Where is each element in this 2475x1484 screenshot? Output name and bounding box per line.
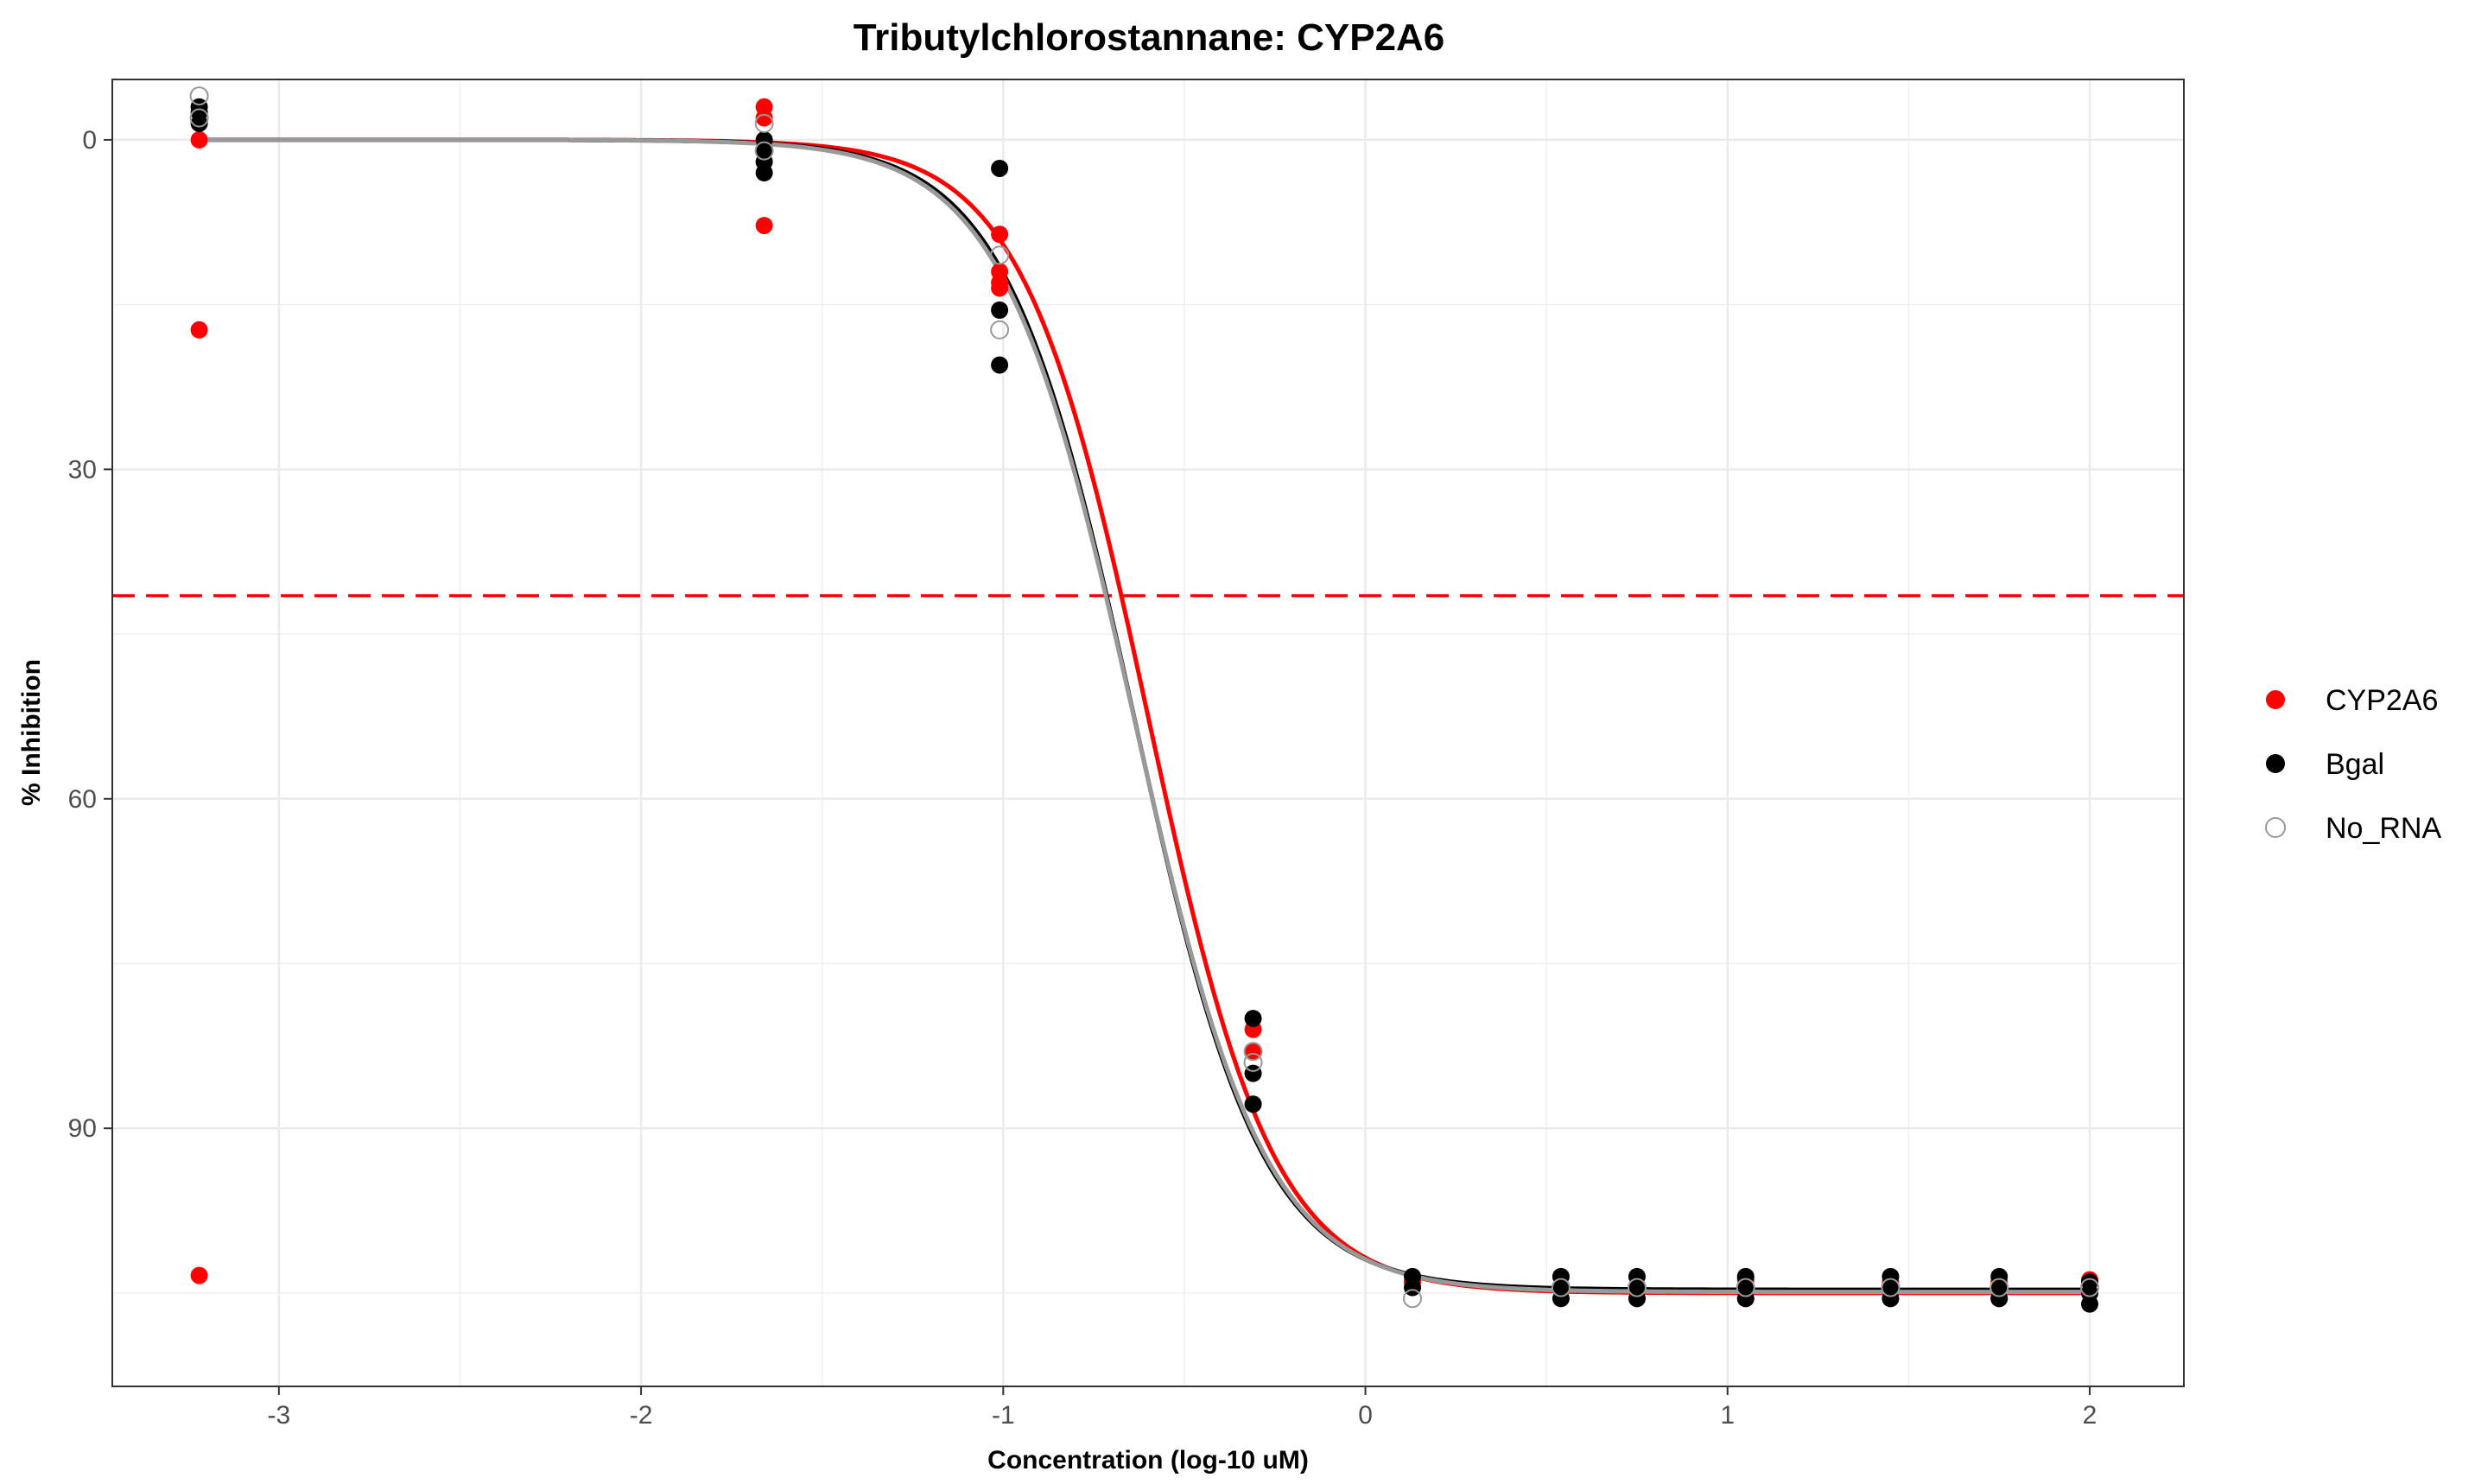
legend-key-bgal — [2266, 754, 2285, 773]
fit-curve-no_rna — [568, 137, 2090, 1295]
legend-label-bgal: Bgal — [2326, 748, 2384, 781]
x-tick-label: -1 — [992, 1401, 1015, 1430]
data-point-no_rna — [1243, 1042, 1263, 1062]
y-tick-label: 90 — [68, 1114, 97, 1143]
data-point-no_rna — [1243, 1052, 1263, 1072]
chart-title: Tributylchlorostannane: CYP2A6 — [854, 16, 1445, 59]
data-point-no_rna — [1990, 1278, 2009, 1297]
y-axis: 0 30 60 90 — [68, 126, 112, 1143]
fit-curves — [199, 137, 2090, 1296]
data-point-no_rna — [1881, 1278, 1901, 1297]
data-point-no_rna — [2080, 1278, 2099, 1297]
data-point-no_rna — [1403, 1289, 1423, 1309]
data-point-no_rna — [1736, 1278, 1755, 1297]
plot-border — [111, 79, 2185, 1387]
data-point-cyp2a6 — [190, 1266, 208, 1284]
legend-label-no_rna: No_RNA — [2326, 812, 2441, 845]
x-tick-label: 0 — [1358, 1401, 1373, 1430]
data-point-no_rna — [189, 86, 209, 106]
data-point-bgal — [1244, 1095, 1262, 1113]
x-tick-label: 2 — [2083, 1401, 2097, 1430]
data-point-bgal — [991, 356, 1009, 374]
data-point-bgal — [991, 159, 1009, 177]
legend-label-cyp2a6: CYP2A6 — [2326, 684, 2438, 717]
x-axis-title: Concentration (log-10 uM) — [987, 1446, 1309, 1474]
data-point-cyp2a6 — [190, 320, 208, 339]
y-tick-label: 30 — [68, 455, 97, 484]
grid-major — [112, 79, 2184, 1386]
data-point-bgal — [991, 301, 1009, 319]
data-point-cyp2a6 — [755, 109, 773, 127]
y-tick-label: 0 — [82, 126, 97, 155]
y-axis-title: % Inhibition — [17, 659, 46, 806]
legend: CYP2A6 Bgal No_RNA — [2265, 684, 2441, 845]
x-axis: -3 -2 -1 0 1 2 — [268, 1386, 2097, 1430]
data-points — [189, 86, 2099, 1313]
plot-panel — [111, 79, 2185, 1387]
data-point-cyp2a6 — [755, 217, 773, 235]
data-point-bgal — [755, 164, 773, 182]
plot-background — [112, 79, 2184, 1386]
data-point-bgal — [1244, 1010, 1262, 1028]
data-point-no_rna — [754, 141, 774, 161]
x-tick-label: -2 — [630, 1401, 653, 1430]
legend-key-no_rna — [2265, 817, 2286, 838]
data-point-no_rna — [1551, 1278, 1571, 1297]
data-point-cyp2a6 — [991, 279, 1009, 297]
data-point-bgal — [2081, 1295, 2098, 1313]
data-point-no_rna — [1627, 1278, 1647, 1297]
y-tick-label: 60 — [68, 785, 97, 814]
data-point-no_rna — [754, 113, 774, 133]
x-tick-label: 1 — [1720, 1401, 1735, 1430]
legend-key-cyp2a6 — [2266, 690, 2285, 709]
data-point-cyp2a6 — [991, 225, 1009, 244]
data-point-no_rna — [990, 320, 1010, 339]
data-point-no_rna — [189, 108, 209, 128]
data-point-cyp2a6 — [190, 130, 208, 149]
x-tick-label: -3 — [268, 1401, 291, 1430]
data-point-no_rna — [990, 245, 1010, 265]
